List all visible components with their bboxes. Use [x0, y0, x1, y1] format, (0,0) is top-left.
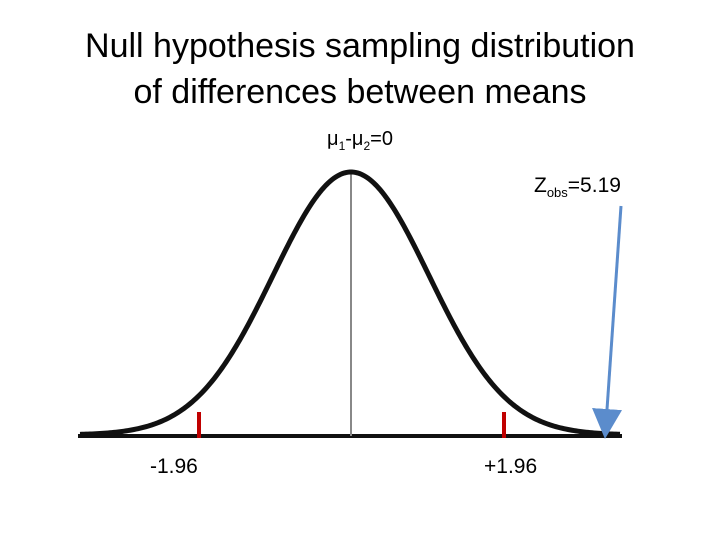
minus-mu: -μ: [345, 128, 364, 150]
mean-difference-label: μ1-μ2=0: [0, 128, 720, 153]
title-line-2: of differences between means: [133, 73, 587, 111]
z-value: =5.19: [567, 174, 621, 197]
mean-value: =0: [370, 128, 393, 150]
critical-value-left: -1.96: [150, 455, 198, 478]
title-line-1: Null hypothesis sampling distribution: [85, 27, 635, 65]
mu-symbol: μ: [327, 128, 339, 150]
mu-subscript-2: 2: [363, 139, 371, 153]
mu-subscript-1: 1: [338, 139, 346, 153]
critical-value-right: +1.96: [484, 455, 538, 478]
z-observed-label: Zobs=5.19: [534, 174, 621, 200]
z-subscript: obs: [546, 185, 568, 201]
bell-curve: [79, 169, 621, 437]
z-letter: Z: [534, 174, 547, 197]
z-observed-arrow: [592, 205, 623, 439]
